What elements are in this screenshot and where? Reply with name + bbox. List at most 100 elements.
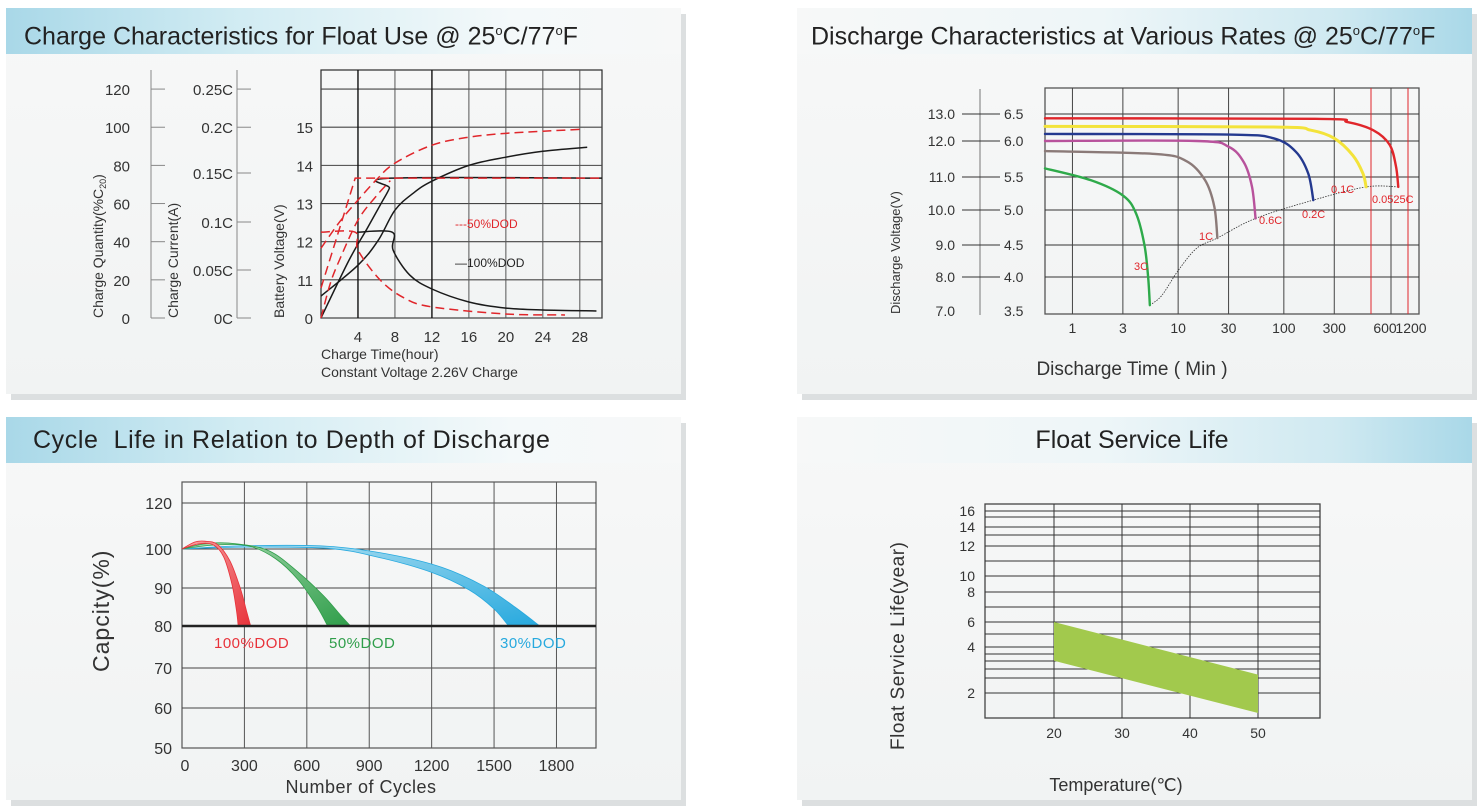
- y-tick-label-quantity: 100: [105, 120, 130, 137]
- x-tick-label: 8: [391, 329, 399, 346]
- y-tick-label-cell: 4.5: [1004, 237, 1024, 253]
- cycle-panel: Cycle Life in Relation to Depth of Disch…: [6, 417, 681, 800]
- y-tick-label: 10: [959, 568, 975, 584]
- rate-label: 0.0525C: [1372, 194, 1414, 206]
- degree-sign: o: [1352, 23, 1361, 38]
- series-line-1C: [1043, 149, 1219, 240]
- subscript: 20: [98, 179, 108, 189]
- discharge-title: Discharge Characteristics at Various Rat…: [797, 8, 1472, 54]
- title-text: Discharge Characteristics at Various Rat…: [811, 22, 1353, 51]
- y-tick-label-cell: 4.0: [1004, 269, 1024, 285]
- x-tick-label: 16: [461, 329, 478, 346]
- rate-label: 0.6C: [1259, 215, 1282, 227]
- charge-chart: 4 8 12 16 20 24 281201008060402000.25C0.2C0.15…: [90, 69, 603, 380]
- x-axis-subtitle: Constant Voltage 2.26V Charge: [321, 364, 518, 380]
- y-tick-label-battery: 11.0: [929, 169, 955, 185]
- series-line-0_2C: [1043, 132, 1315, 202]
- y-tick-label-current: 0.2C: [201, 120, 233, 137]
- plot-frame: [181, 481, 597, 749]
- float-title: Float Service Life: [797, 417, 1472, 463]
- dod-label: 100%DOD: [214, 635, 289, 652]
- y-tick-label: 50: [154, 741, 172, 758]
- y-tick-label-battery: 9.0: [936, 237, 956, 253]
- x-tick-label: 30: [1221, 320, 1237, 336]
- y-tick-label-cell: 6.5: [1004, 106, 1024, 122]
- y-tick-label: 70: [154, 661, 172, 678]
- y-tick-label: 60: [154, 701, 172, 718]
- series-line-4: [320, 177, 602, 289]
- x-tick-label: 1200: [414, 758, 450, 775]
- charge-title: Charge Characteristics for Float Use @ 2…: [6, 8, 681, 54]
- y-tick-label: 4: [967, 639, 975, 655]
- x-tick-label: 24: [534, 329, 551, 346]
- title-text: Float Service Life: [1035, 426, 1229, 454]
- legend-100dod: —100%DOD: [455, 256, 525, 270]
- title-text: Charge Characteristics for Float Use @ 2…: [24, 22, 496, 51]
- title-text: F: [1420, 22, 1436, 51]
- legend-50dod: ---50%DOD: [455, 217, 518, 231]
- y-tick-label-quantity: 0: [122, 311, 130, 328]
- rate-label: 3C: [1134, 261, 1148, 273]
- plot-frame: [1044, 87, 1420, 315]
- charge-panel: Charge Characteristics for Float Use @ 2…: [6, 8, 681, 394]
- x-tick-label: 4: [354, 329, 362, 346]
- x-axis-title: Charge Time(hour): [321, 346, 439, 362]
- y-tick-label-cell: 3.5: [1004, 303, 1024, 319]
- y-tick-label-quantity: 80: [113, 158, 130, 175]
- paren: ): [90, 174, 106, 179]
- x-tick-label: 1800: [539, 758, 575, 775]
- x-tick-label: 0: [181, 758, 190, 775]
- y-tick-label: 6: [967, 614, 975, 630]
- x-tick-label: 100: [1272, 320, 1296, 336]
- y-tick-label: 2: [967, 685, 975, 701]
- y-axis-title-quantity: Charge Quantity(%C20): [90, 174, 108, 318]
- dod-label: 30%DOD: [500, 635, 566, 652]
- y-tick-label: 120: [145, 496, 172, 513]
- y-tick-label: 90: [154, 581, 172, 598]
- x-tick-label: 600: [1373, 320, 1397, 336]
- y-tick-label-current: 0.05C: [193, 263, 233, 280]
- x-tick-label: 40: [1182, 725, 1198, 741]
- x-tick-label: 3: [1119, 320, 1127, 336]
- discharge-panel: Discharge Characteristics at Various Rat…: [797, 8, 1472, 394]
- y-tick-label-battery: 8.0: [936, 269, 956, 285]
- rate-label: 1C: [1199, 231, 1213, 243]
- y-tick-label-quantity: 60: [113, 197, 130, 214]
- x-tick-label: 600: [293, 758, 320, 775]
- y-axis-title: Float Service Life(year): [888, 542, 909, 750]
- degree-sign: o: [555, 23, 563, 38]
- series-line-0_1C: [1043, 124, 1368, 189]
- y-tick-label: 16: [959, 503, 975, 519]
- y-tick-label-battery: 7.0: [936, 303, 956, 319]
- plot-frame: [320, 69, 603, 319]
- dod-band-100pctDOD: [181, 540, 252, 627]
- x-tick-label: 50: [1250, 725, 1266, 741]
- y-axis-title: Capcity(%): [88, 550, 114, 672]
- x-tick-label: 28: [571, 329, 588, 346]
- series-line-0_6C: [1043, 139, 1257, 220]
- series-line-6: [320, 230, 566, 316]
- y-tick-label-quantity: 20: [113, 273, 130, 290]
- series-line-2: [357, 230, 597, 312]
- series-line-3: [320, 128, 585, 249]
- y-tick-label: 8: [967, 584, 975, 600]
- degree-sign: o: [1412, 23, 1421, 38]
- x-tick-label: 30: [1114, 725, 1130, 741]
- y-tick-label-voltage: 13: [296, 197, 313, 214]
- series-line-5: [320, 180, 391, 319]
- degree-sign: o: [495, 23, 503, 38]
- y-axis-title-voltage: Battery Voltage(V): [271, 204, 287, 318]
- y-axis-title: Discharge Voltage(V): [888, 191, 903, 314]
- y-tick-label-voltage: 0: [305, 311, 313, 328]
- series-line-0: [320, 146, 588, 297]
- y-tick-label-current: 0C: [214, 311, 233, 328]
- title-text: Cycle Life in Relation to Depth of Disch…: [33, 426, 551, 454]
- y-tick-label-cell: 6.0: [1004, 133, 1024, 149]
- y-tick-label: 12: [959, 538, 975, 554]
- y-tick-label-current: 0.1C: [201, 215, 233, 232]
- title-text: F: [562, 22, 578, 51]
- y-tick-label-battery: 13.0: [928, 106, 955, 122]
